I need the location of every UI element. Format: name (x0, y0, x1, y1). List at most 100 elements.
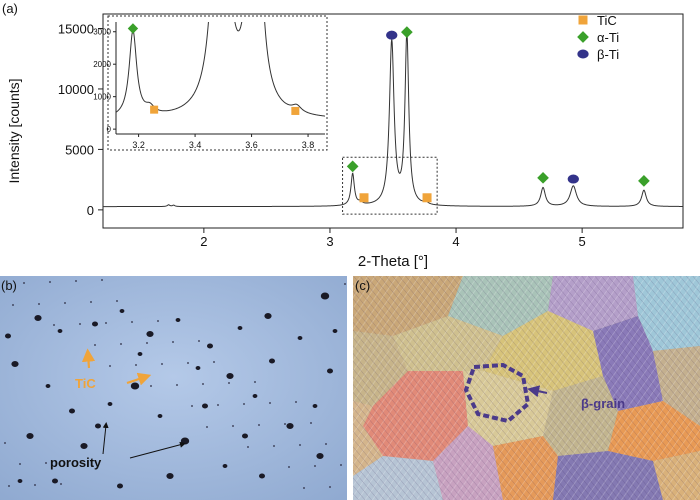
fine-pore (109, 365, 111, 367)
legend-label: α-Ti (597, 30, 619, 45)
fine-pore (94, 344, 96, 346)
pore (226, 373, 234, 379)
pore (180, 437, 190, 445)
pore (237, 326, 243, 330)
pore (146, 331, 154, 337)
porosity-annotation: porosity (50, 455, 102, 470)
y-tick-label: 5000 (65, 142, 94, 157)
fine-pore (8, 485, 10, 487)
pore (202, 403, 208, 409)
fine-pore (105, 322, 107, 324)
fine-pore (49, 281, 51, 283)
fine-pore (247, 446, 249, 448)
panel-c-label: (c) (355, 278, 371, 293)
fine-pore (79, 323, 81, 325)
optical-micrograph: TiC porosity (b) (0, 276, 347, 500)
pore (316, 453, 324, 459)
fine-pore (310, 422, 312, 424)
pore (327, 368, 333, 374)
fine-pore (303, 487, 305, 489)
pore (45, 384, 51, 388)
fine-pore (53, 324, 55, 326)
phase-marker (401, 26, 413, 38)
fine-pore (187, 362, 189, 364)
pore (312, 404, 318, 408)
beta-grain-arrow (527, 385, 548, 398)
fine-pore (288, 466, 290, 468)
tic-arrow-up (81, 348, 96, 369)
fine-pore (19, 463, 21, 465)
fine-pore (172, 341, 174, 343)
y-axis-label: Intensity [counts] (6, 78, 22, 183)
pore (269, 358, 275, 364)
pore (242, 433, 248, 439)
fine-pore (4, 442, 6, 444)
fine-pore (217, 404, 219, 406)
y-tick-label: 10000 (58, 82, 94, 97)
pore (5, 333, 11, 339)
pore (166, 473, 174, 479)
fine-pore (34, 484, 36, 486)
fine-pore (232, 425, 234, 427)
fine-pore (325, 443, 327, 445)
phase-marker (359, 193, 369, 203)
x-tick-label: 2 (200, 234, 207, 249)
x-tick-label: 3 (326, 234, 333, 249)
fine-pore (295, 401, 297, 403)
inset-border (107, 15, 328, 151)
phase-marker (537, 171, 549, 184)
fine-pore (161, 363, 163, 365)
fine-pore (299, 444, 301, 446)
inset-y-tick-label: 3000 (93, 28, 111, 37)
fine-pore (314, 465, 316, 467)
inset-x-tick-label: 3.4 (189, 140, 202, 150)
fine-pore (135, 364, 137, 366)
beta-grain-outline (463, 362, 531, 424)
pore (95, 423, 101, 429)
pore (119, 309, 125, 313)
pore (11, 361, 19, 367)
fine-pore (228, 382, 230, 384)
pore (69, 408, 75, 414)
fine-pore (38, 303, 40, 305)
legend-label: β-Ti (597, 47, 619, 62)
fine-pore (213, 361, 215, 363)
phase-marker (638, 174, 650, 187)
fine-pore (90, 301, 92, 303)
phase-marker (567, 174, 579, 184)
porosity-arrow-2 (129, 441, 186, 459)
phase-marker (422, 193, 432, 203)
fine-pore (45, 462, 47, 464)
fine-pore (101, 279, 103, 281)
fine-pore (146, 342, 148, 344)
pore (320, 292, 330, 300)
inset-y-tick-label: 0 (107, 125, 112, 134)
pore (26, 433, 34, 439)
pore (130, 382, 140, 390)
pore (107, 402, 113, 406)
pore (222, 464, 228, 468)
micrograph-image: TiC porosity (0, 276, 347, 500)
fine-pore (206, 426, 208, 428)
phase-marker (346, 160, 359, 173)
fine-pore (116, 300, 118, 302)
pore (286, 423, 294, 429)
fine-pore (198, 340, 200, 342)
pore (252, 394, 258, 398)
panel-a-label: (a) (2, 1, 18, 16)
inset-phase-marker (150, 105, 159, 114)
micrograph-background (0, 276, 347, 500)
inset-plot-area: 3.2 3.4 3.6 3.8 0 1000 2000 3000 (93, 15, 328, 151)
fine-pore (340, 464, 342, 466)
pore (80, 443, 88, 449)
inset-curve (116, 22, 325, 117)
fine-pore (131, 321, 133, 323)
fine-pore (329, 486, 331, 488)
fine-pore (284, 423, 286, 425)
pore (57, 329, 63, 333)
pore (207, 343, 213, 349)
fine-pore (273, 445, 275, 447)
y-tick-label: 0 (87, 203, 94, 218)
legend-marker (577, 31, 589, 43)
